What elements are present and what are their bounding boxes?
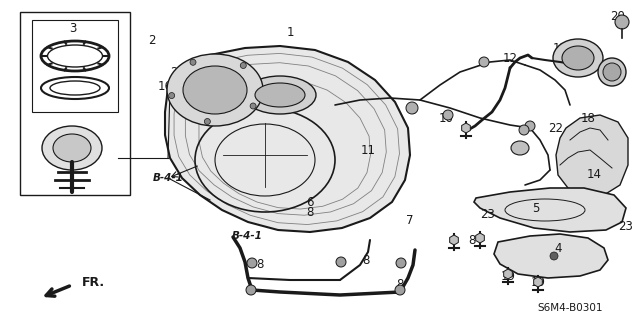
- Text: 4: 4: [554, 241, 562, 255]
- Polygon shape: [494, 234, 608, 278]
- Text: 8: 8: [468, 234, 476, 247]
- Text: 8: 8: [362, 254, 370, 266]
- Text: 10: 10: [438, 112, 453, 124]
- Circle shape: [246, 285, 256, 295]
- Ellipse shape: [167, 54, 263, 126]
- Circle shape: [240, 63, 246, 69]
- Text: FR.: FR.: [82, 277, 105, 290]
- Text: 12: 12: [502, 51, 518, 64]
- Ellipse shape: [603, 63, 621, 81]
- Text: 9: 9: [409, 103, 417, 116]
- Polygon shape: [165, 46, 410, 232]
- Circle shape: [550, 252, 558, 260]
- Text: 8: 8: [307, 205, 314, 219]
- Circle shape: [615, 15, 629, 29]
- Text: 8: 8: [396, 278, 404, 292]
- Circle shape: [190, 59, 196, 65]
- Text: 2: 2: [148, 33, 156, 47]
- Polygon shape: [474, 188, 626, 232]
- Text: 18: 18: [580, 112, 595, 124]
- Text: 17: 17: [513, 142, 527, 154]
- Text: 23: 23: [481, 207, 495, 220]
- Text: B-4-1: B-4-1: [232, 231, 262, 241]
- Ellipse shape: [598, 58, 626, 86]
- Circle shape: [406, 102, 418, 114]
- Bar: [20, 12, 130, 195]
- Text: 19: 19: [500, 270, 515, 283]
- Bar: [32, 20, 118, 112]
- Polygon shape: [556, 115, 628, 196]
- Ellipse shape: [511, 141, 529, 155]
- Text: 6: 6: [307, 196, 314, 209]
- Text: 16: 16: [157, 79, 173, 93]
- Circle shape: [336, 257, 346, 267]
- Ellipse shape: [244, 76, 316, 114]
- Text: 3: 3: [69, 21, 77, 34]
- Circle shape: [443, 110, 453, 120]
- Circle shape: [250, 103, 256, 109]
- Ellipse shape: [562, 46, 594, 70]
- Text: 24: 24: [170, 65, 186, 78]
- Text: 8: 8: [256, 258, 264, 271]
- Text: 19: 19: [531, 277, 545, 290]
- Text: 13: 13: [552, 41, 568, 55]
- Ellipse shape: [255, 83, 305, 107]
- Circle shape: [525, 121, 535, 131]
- Circle shape: [395, 285, 405, 295]
- Text: S6M4-B0301: S6M4-B0301: [537, 303, 603, 313]
- Circle shape: [519, 125, 529, 135]
- Ellipse shape: [553, 39, 603, 77]
- Ellipse shape: [42, 126, 102, 170]
- Text: 23: 23: [619, 219, 634, 233]
- Circle shape: [247, 258, 257, 268]
- Text: 7: 7: [406, 213, 413, 226]
- Text: 22: 22: [548, 122, 563, 135]
- Ellipse shape: [183, 66, 247, 114]
- Text: 11: 11: [360, 144, 376, 157]
- Text: 5: 5: [532, 202, 540, 214]
- Circle shape: [204, 119, 211, 124]
- Circle shape: [396, 258, 406, 268]
- Circle shape: [479, 57, 489, 67]
- Text: 21: 21: [170, 93, 186, 107]
- Text: 14: 14: [586, 168, 602, 182]
- Text: 1: 1: [286, 26, 294, 39]
- Text: B-4-1: B-4-1: [152, 173, 184, 183]
- Ellipse shape: [53, 134, 91, 162]
- Text: 20: 20: [611, 10, 625, 23]
- Text: 15: 15: [600, 69, 616, 81]
- Circle shape: [169, 93, 175, 99]
